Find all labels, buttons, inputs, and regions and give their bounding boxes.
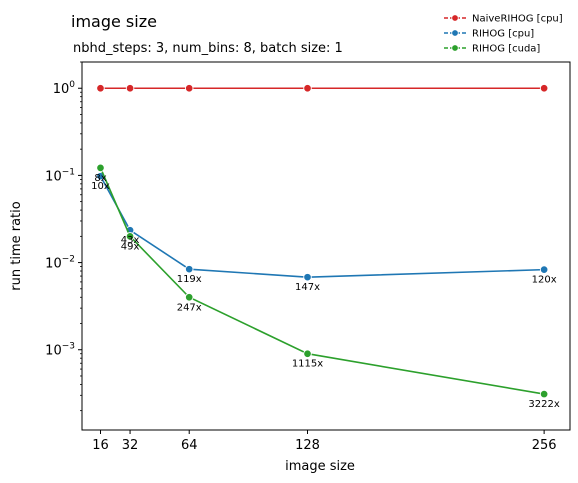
data-point bbox=[96, 83, 105, 93]
y-axis-label: run time ratio bbox=[9, 201, 24, 290]
x-tick-label: 16 bbox=[92, 438, 109, 453]
chart-subtitle: nbhd_steps: 3, num_bins: 8, batch size: … bbox=[73, 41, 343, 56]
legend-label: NaiveRIHOG [cpu] bbox=[472, 14, 563, 25]
plot-frame bbox=[81, 61, 571, 431]
y-tick-label: 10−3 bbox=[45, 342, 75, 359]
x-tick-label: 128 bbox=[295, 438, 320, 453]
data-label: 43x bbox=[121, 235, 140, 246]
data-label: 10x bbox=[91, 181, 110, 192]
data-point bbox=[125, 83, 135, 93]
y-tick-label: 10−2 bbox=[45, 255, 75, 272]
data-point bbox=[125, 232, 135, 241]
data-point bbox=[303, 272, 312, 282]
data-point bbox=[184, 293, 194, 302]
data-point bbox=[184, 264, 194, 274]
data-label: 247x bbox=[177, 302, 202, 313]
data-label: 3222x bbox=[528, 399, 559, 410]
x-tick-label: 64 bbox=[181, 438, 198, 453]
legend-swatch-marker bbox=[451, 14, 459, 22]
legend-swatch-marker bbox=[451, 29, 459, 37]
legend-label: RIHOG [cuda] bbox=[472, 44, 540, 55]
series-line bbox=[99, 175, 545, 278]
annotations-layer: 10x 43x 119x 147x 120x 8x 49x 247x 1115x 3222x bbox=[91, 173, 560, 410]
series-layer bbox=[96, 83, 549, 399]
y-tick-label: 10−1 bbox=[45, 167, 75, 184]
data-label: 147x bbox=[295, 282, 320, 293]
data-label: 8x bbox=[94, 173, 106, 184]
x-axis-label: image size bbox=[285, 459, 355, 474]
legend: NaiveRIHOG [cpu] RIHOG [cpu] RIHOG [cuda] bbox=[444, 14, 563, 55]
data-point bbox=[184, 83, 194, 93]
axis-ticks: 16 32 64 128 256 100 10−1 10−2 10−3 bbox=[45, 61, 557, 453]
y-tick-label: 100 bbox=[53, 80, 76, 97]
data-point bbox=[96, 163, 105, 173]
legend-label: RIHOG [cpu] bbox=[472, 29, 534, 40]
data-label: 1115x bbox=[292, 359, 323, 370]
data-point bbox=[303, 349, 312, 358]
data-label: 119x bbox=[177, 274, 202, 285]
chart-title: image size bbox=[71, 12, 157, 31]
data-point bbox=[303, 83, 312, 93]
data-label: 49x bbox=[121, 241, 140, 252]
data-point bbox=[539, 83, 549, 93]
x-tick-label: 256 bbox=[532, 438, 557, 453]
legend-swatch-marker bbox=[451, 44, 459, 52]
data-point bbox=[539, 265, 549, 274]
data-label: 120x bbox=[532, 275, 557, 286]
data-point bbox=[539, 389, 549, 399]
x-tick-label: 32 bbox=[122, 438, 139, 453]
